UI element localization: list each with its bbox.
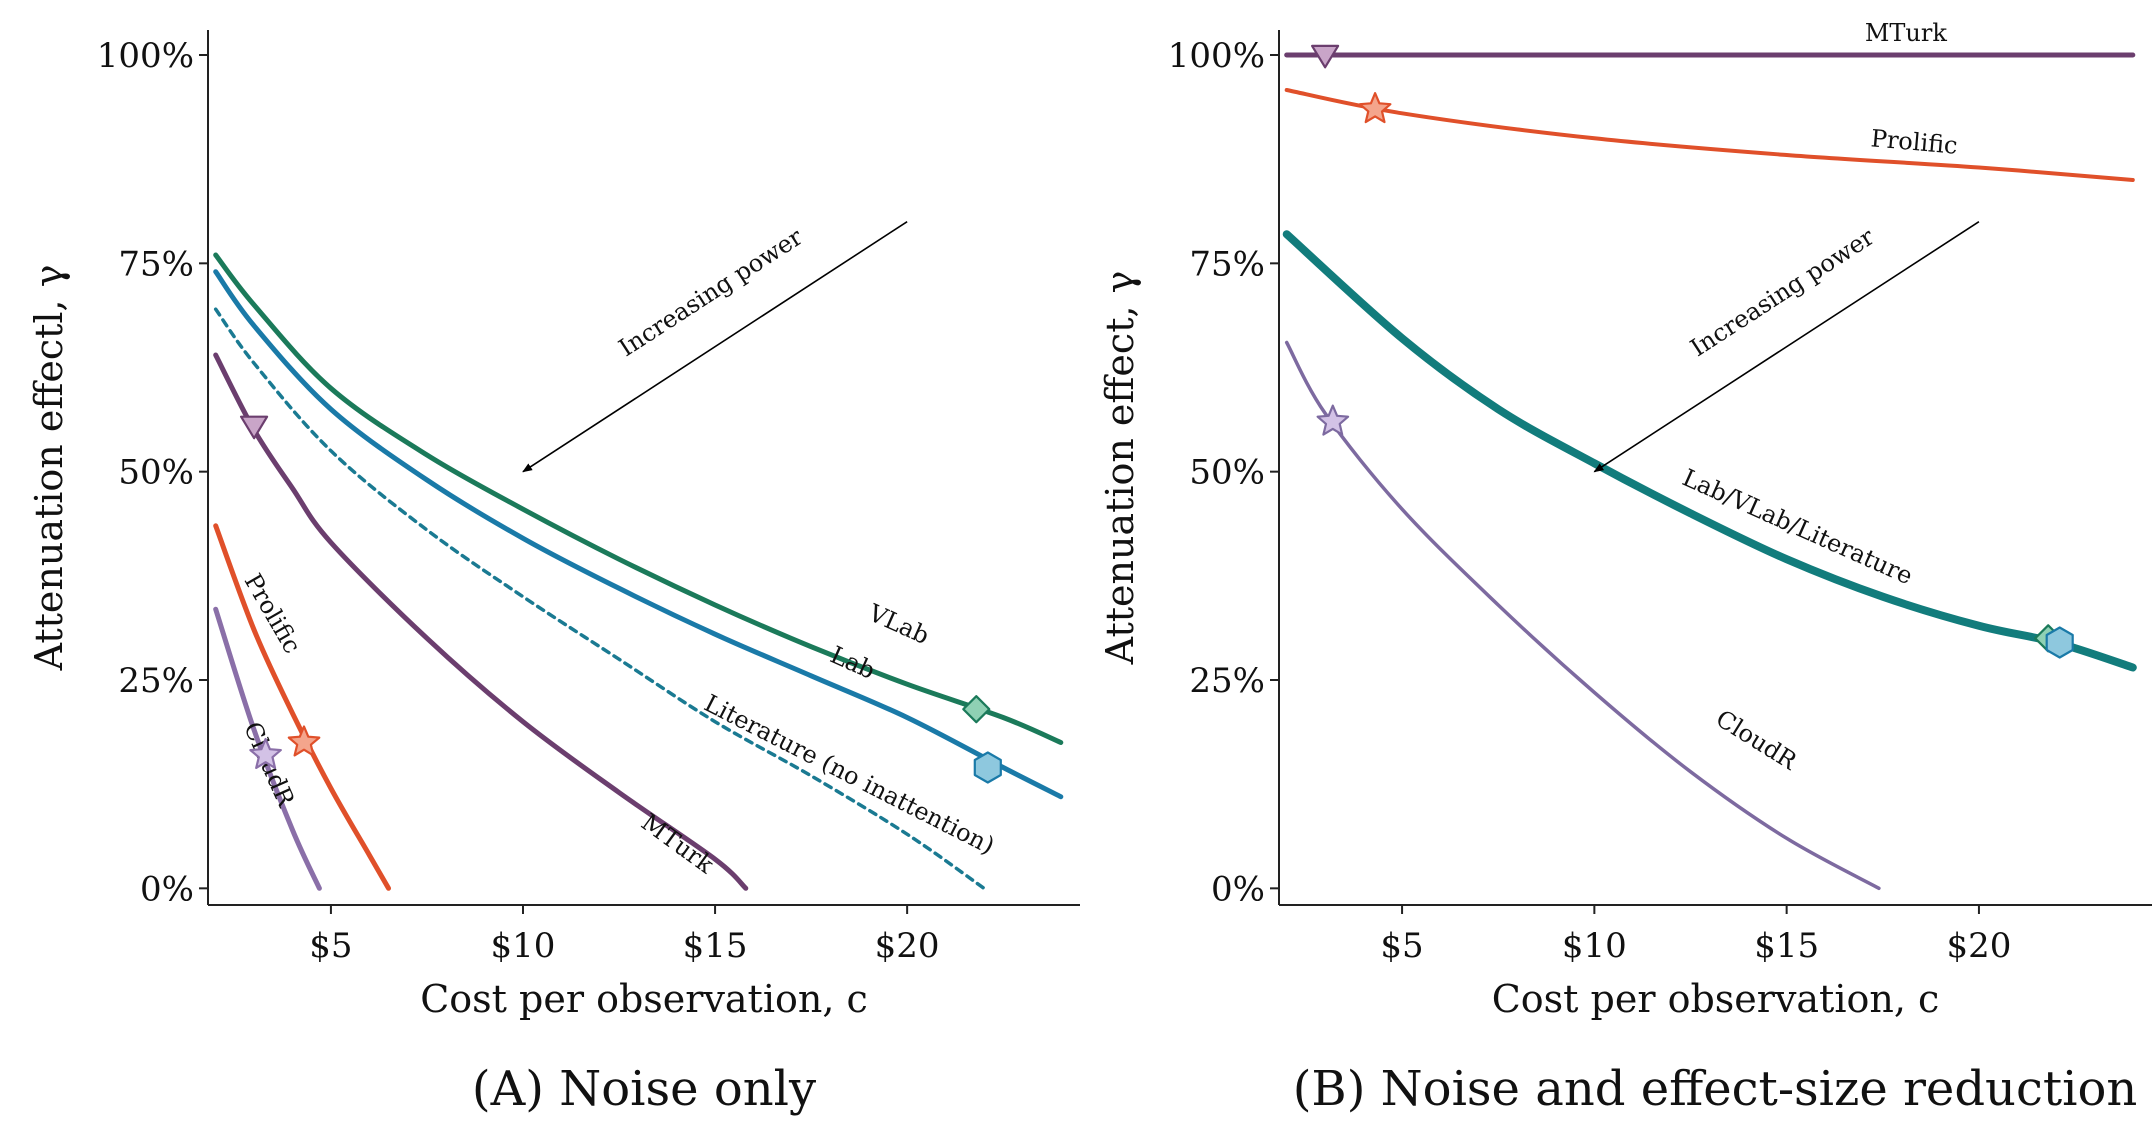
panel-caption: (B) Noise and effect-size reduction (1293, 1061, 2138, 1117)
series-line-lab (213, 269, 1064, 800)
x-axis-title: Cost per observation, c (1492, 977, 1940, 1021)
y-axis-title: Attenuation effectl, γ (27, 265, 71, 672)
x-tick-label: $10 (491, 926, 556, 966)
y-tick-label: 100% (97, 36, 194, 76)
increasing-power-label: Increasing power (614, 222, 808, 362)
series-label-mturk: MTurk (636, 808, 719, 879)
series-line-vlab (213, 252, 1064, 745)
cloudr-star-marker (1316, 404, 1350, 436)
x-tick-label: $10 (1562, 926, 1627, 966)
y-tick-label: 0% (1211, 869, 1265, 909)
y-tick-label: 0% (140, 869, 194, 909)
vlab-diamond-marker (962, 695, 991, 724)
series-label-lab: Lab (826, 641, 879, 685)
y-tick-label: 50% (118, 453, 194, 493)
x-tick-label: $5 (309, 926, 352, 966)
series-label-vlab: VLab (864, 598, 934, 650)
series-line-lab-vlab-literature (1282, 230, 2137, 672)
series-line-cloudr (1284, 340, 1881, 891)
series-line-mturk (213, 352, 749, 891)
lab-vlab-literature-hexagon-marker (2045, 626, 2074, 659)
y-tick-label: 25% (1189, 661, 1265, 701)
y-tick-label: 25% (118, 661, 194, 701)
series-line-prolific (1284, 88, 2135, 182)
y-tick-label: 75% (118, 244, 194, 284)
increasing-power-arrow (1593, 220, 1980, 473)
series-label-cloudr: CloudR (1711, 704, 1802, 776)
prolific-star-marker (287, 725, 321, 757)
panel-caption: (A) Noise only (472, 1061, 816, 1117)
mturk-triangle-down-marker (1310, 44, 1340, 69)
x-axis-title: Cost per observation, c (420, 977, 868, 1021)
y-tick-label: 75% (1189, 244, 1265, 284)
x-tick-label: $15 (1754, 926, 1819, 966)
y-tick-label: 100% (1168, 36, 1265, 76)
series-line-literature-no-inattention (213, 307, 986, 891)
y-tick-label: 50% (1189, 453, 1265, 493)
increasing-power-label: Increasing power (1685, 222, 1879, 362)
series-label-literature-no-inattention: Literature (no inattention) (700, 689, 999, 860)
y-axis-title: Attenuation effect, γ (1098, 271, 1142, 666)
mturk-triangle-down-marker (240, 415, 269, 440)
x-tick-label: $5 (1380, 926, 1423, 966)
x-tick-label: $20 (1946, 926, 2011, 966)
increasing-power-arrow (522, 220, 908, 473)
prolific-star-marker (1358, 92, 1392, 124)
series-label-mturk: MTurk (1865, 19, 1948, 47)
x-tick-label: $20 (875, 926, 940, 966)
x-tick-label: $15 (683, 926, 748, 966)
series-label-prolific: Prolific (1870, 124, 1959, 159)
lab-hexagon-marker (973, 751, 1002, 784)
series-line-cloudr (213, 606, 322, 891)
cloudr-star-marker (249, 737, 282, 770)
panel-b-noise-and-effect-size-reduction: MTurkProlificLab/VLab/LiteratureCloudRIn… (1098, 19, 2152, 1117)
